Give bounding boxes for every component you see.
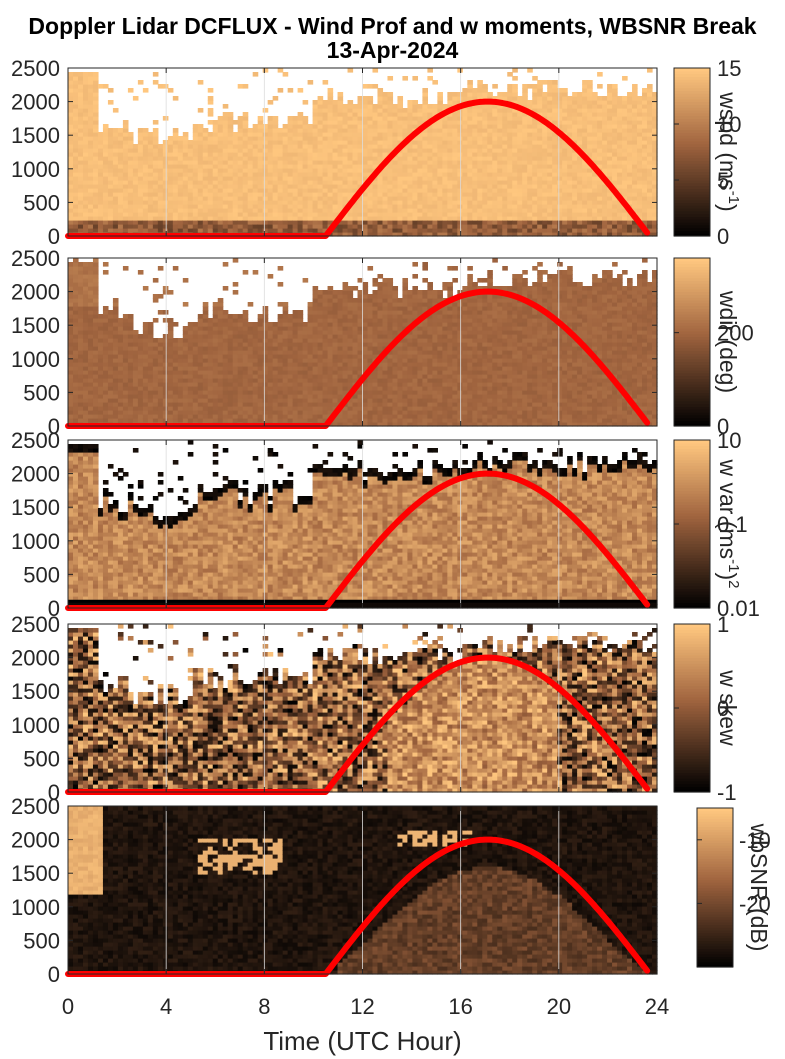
colorbar-label-sup: -1 — [725, 191, 742, 204]
y-tick-label: 1000 — [11, 895, 60, 920]
x-tick-label: 16 — [448, 994, 472, 1019]
colorbar-tick-label: 10 — [717, 428, 741, 453]
y-tick-label: 1000 — [11, 157, 60, 182]
y-tick-label: 1000 — [11, 347, 60, 372]
y-tick-label: 2500 — [11, 246, 60, 271]
y-tick-label: 2500 — [11, 428, 60, 453]
x-tick-label: 20 — [547, 994, 571, 1019]
colorbar-tick-label: -1 — [717, 780, 737, 805]
y-tick-label: 2000 — [11, 90, 60, 115]
y-tick-label: 1000 — [11, 529, 60, 554]
colorbar-label: wdir (deg) — [715, 290, 741, 393]
colorbar-label-main: wbSNR (dB) — [746, 823, 772, 952]
x-tick-label: 24 — [645, 994, 669, 1019]
colorbar-label-main: wdir (deg) — [715, 290, 741, 393]
colorbar-label: w var (ms-1)2 — [715, 458, 742, 588]
x-axis-label: Time (UTC Hour) — [263, 1026, 461, 1056]
colorbar-label: w skew — [715, 669, 741, 746]
y-tick-label: 1500 — [11, 123, 60, 148]
figure-canvas: 05001000150020002500051015wspd (ms-1)050… — [0, 0, 785, 1059]
y-tick-label: 2000 — [11, 828, 60, 853]
y-tick-label: 2000 — [11, 462, 60, 487]
y-tick-label: 500 — [23, 190, 60, 215]
y-tick-label: 500 — [23, 562, 60, 587]
y-tick-label: 0 — [48, 962, 60, 987]
x-tick-label: 4 — [160, 994, 172, 1019]
y-tick-label: 1500 — [11, 313, 60, 338]
y-tick-label: 2000 — [11, 646, 60, 671]
colorbar-label-main: w var (ms — [715, 458, 741, 559]
y-tick-label: 2000 — [11, 280, 60, 305]
y-tick-label: 500 — [23, 928, 60, 953]
colorbar-tick-label: 15 — [717, 56, 741, 81]
x-tick-label: 8 — [258, 994, 270, 1019]
colorbar-label-sup2: 2 — [725, 580, 742, 588]
y-tick-label: 2500 — [11, 612, 60, 637]
colorbar-label-main: w skew — [715, 669, 741, 746]
y-tick-label: 2500 — [11, 794, 60, 819]
y-tick-label: 1000 — [11, 713, 60, 738]
y-tick-label: 500 — [23, 380, 60, 405]
y-tick-label: 2500 — [11, 56, 60, 81]
colorbar-label-end: ) — [715, 204, 741, 212]
y-tick-label: 1500 — [11, 679, 60, 704]
colorbar-label: wspd (ms-1) — [715, 91, 742, 211]
colorbar-label: wbSNR (dB) — [746, 823, 772, 952]
colorbar-label-sup: -1 — [725, 559, 742, 572]
y-tick-label: 500 — [23, 746, 60, 771]
y-tick-label: 1500 — [11, 861, 60, 886]
colorbar-tick-label: 1 — [717, 612, 729, 637]
panel-5: 0 500 1000 1500 2000 2500 0 4 8 12 16 20 24 -20-10wbS… — [11, 794, 772, 1019]
colorbar-tick-label: 0 — [717, 224, 729, 249]
colorbar-label-main: wspd (ms — [715, 91, 741, 190]
x-tick-label: 12 — [350, 994, 374, 1019]
colorbar-label-end: ) — [715, 573, 741, 581]
x-tick-label: 0 — [62, 994, 74, 1019]
y-tick-label: 1500 — [11, 495, 60, 520]
